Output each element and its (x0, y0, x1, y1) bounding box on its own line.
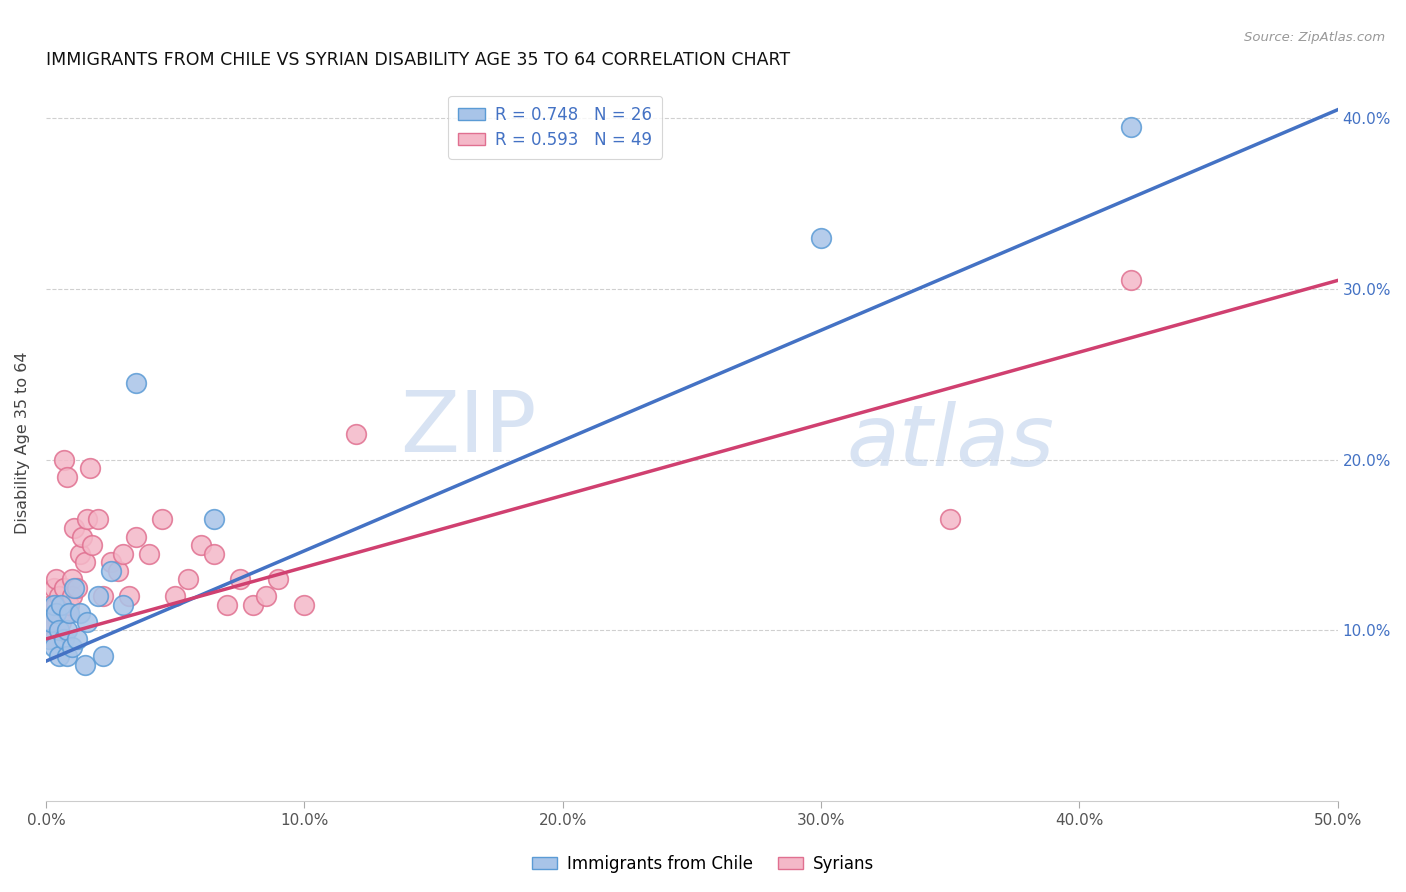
Point (165, 589, 187, 603)
Point (73, 555, 96, 569)
Point (39, 598, 62, 612)
Point (42, 640, 65, 655)
Point (292, 598, 315, 612)
Point (91, 589, 114, 603)
Point (51, 598, 73, 612)
Point (53, 632, 76, 646)
Point (344, 427, 367, 442)
Point (112, 598, 135, 612)
Point (55, 469, 77, 483)
Point (190, 538, 212, 552)
Point (810, 231, 832, 245)
Point (150, 512, 173, 526)
Point (66, 581, 89, 595)
Point (53, 581, 76, 595)
Point (939, 512, 962, 526)
Point (79, 461, 101, 475)
Point (55, 624, 77, 638)
Point (112, 547, 135, 561)
Point (69, 607, 91, 621)
Point (51, 615, 73, 629)
Point (66, 632, 89, 646)
Point (55, 607, 77, 621)
Point (86, 589, 108, 603)
Point (60, 572, 83, 586)
Point (76, 512, 98, 526)
Point (42, 581, 65, 595)
Text: atlas: atlas (846, 401, 1054, 484)
Point (60, 640, 83, 655)
Point (1119, 120, 1142, 134)
Point (202, 512, 225, 526)
Point (242, 598, 264, 612)
Point (53, 452, 76, 467)
Point (254, 589, 277, 603)
Point (55, 648, 77, 663)
Legend: Immigrants from Chile, Syrians: Immigrants from Chile, Syrians (526, 848, 880, 880)
Point (215, 598, 238, 612)
Point (138, 547, 160, 561)
Text: IMMIGRANTS FROM CHILE VS SYRIAN DISABILITY AGE 35 TO 64 CORRELATION CHART: IMMIGRANTS FROM CHILE VS SYRIAN DISABILI… (46, 51, 790, 69)
Point (117, 589, 139, 603)
Point (125, 529, 148, 543)
Point (70, 529, 93, 543)
Point (38, 624, 60, 638)
Text: Source: ZipAtlas.com: Source: ZipAtlas.com (1244, 31, 1385, 45)
Point (177, 572, 200, 586)
Point (1119, 273, 1142, 287)
Point (45, 572, 67, 586)
Point (42, 598, 65, 612)
Point (73, 657, 96, 672)
Y-axis label: Disability Age 35 to 64: Disability Age 35 to 64 (15, 351, 30, 534)
Point (42, 632, 65, 646)
Point (91, 648, 114, 663)
Point (58, 598, 80, 612)
Point (69, 547, 91, 561)
Text: ZIP: ZIP (401, 387, 537, 470)
Point (100, 564, 122, 578)
Point (48, 589, 70, 603)
Point (45, 598, 67, 612)
Point (48, 624, 70, 638)
Point (125, 376, 148, 390)
Point (107, 564, 129, 578)
Point (86, 512, 108, 526)
Point (39, 615, 62, 629)
Point (100, 555, 122, 569)
Legend: R = 0.748   N = 26, R = 0.593   N = 49: R = 0.748 N = 26, R = 0.593 N = 49 (449, 96, 662, 159)
Point (267, 572, 290, 586)
Point (38, 607, 60, 621)
Point (45, 607, 67, 621)
Point (48, 648, 70, 663)
Point (63, 581, 86, 595)
Point (76, 615, 98, 629)
Point (202, 547, 225, 561)
Point (63, 521, 86, 535)
Point (58, 607, 80, 621)
Point (82, 538, 104, 552)
Point (48, 624, 70, 638)
Point (60, 589, 83, 603)
Point (228, 572, 250, 586)
Point (39, 615, 62, 629)
Point (38, 632, 60, 646)
Point (51, 598, 73, 612)
